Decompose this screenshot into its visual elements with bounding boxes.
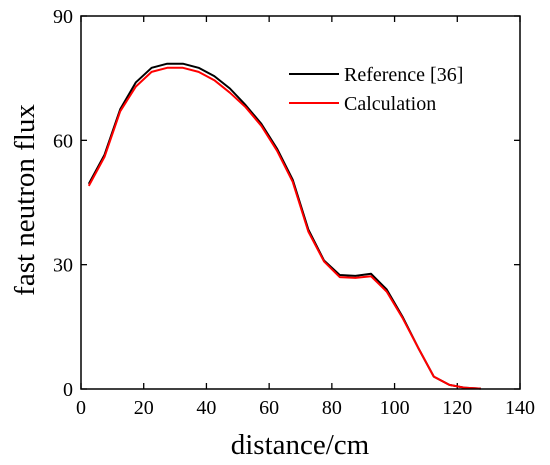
plot-frame: [80, 15, 521, 390]
axis-titles: distance/cm fast neutron flux: [9, 104, 370, 461]
axis-ticks: 0 20 40 60 80 100 120 140 0 30 60 90: [53, 6, 535, 419]
y-tick-label: 60: [53, 130, 73, 152]
series-lines: [87, 62, 481, 390]
y-axis-title: fast neutron flux: [9, 104, 41, 296]
y-tick-label: 30: [53, 255, 73, 277]
legend-label-calculation: Calculation: [344, 93, 436, 115]
x-tick-label: 100: [380, 397, 410, 419]
x-tick-label: 120: [442, 397, 472, 419]
x-tick-label: 20: [134, 397, 154, 419]
x-tick-label: 80: [322, 397, 342, 419]
legend-label-reference: Reference [36]: [344, 64, 463, 86]
y-tick-label: 90: [53, 6, 73, 28]
x-tick-label: 40: [196, 397, 216, 419]
series-line-calculation: [87, 66, 481, 390]
x-axis-title: distance/cm: [231, 429, 370, 461]
legend: Reference [36] Calculation: [289, 64, 463, 115]
x-tick-label: 140: [505, 397, 535, 419]
y-tick-label: 0: [63, 379, 73, 401]
x-tick-label: 60: [259, 397, 279, 419]
x-tick-label: 0: [76, 397, 86, 419]
